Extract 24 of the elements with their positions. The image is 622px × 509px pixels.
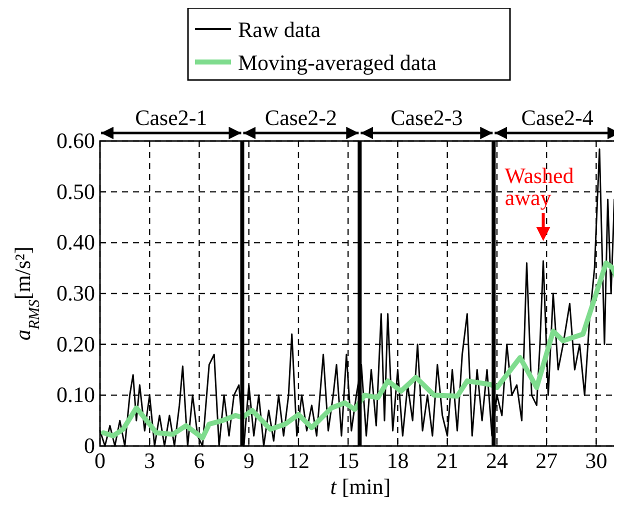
text: Case2-1 <box>135 105 208 130</box>
legend-label: Moving-averaged data <box>238 50 437 75</box>
x-tick-label: 9 <box>243 448 254 473</box>
y-tick-label: 0.40 <box>56 230 95 255</box>
y-tick-label: 0.60 <box>56 128 95 153</box>
x-tick-label: 12 <box>287 448 310 473</box>
x-tick-label: 30 <box>585 448 608 473</box>
y-tick-label: 0.50 <box>56 178 95 204</box>
y-tick-label: 0.10 <box>56 382 95 408</box>
y-tick-label: 0.30 <box>56 280 95 306</box>
text: Case2-2 <box>264 105 338 130</box>
x-tick-label: 3 <box>144 448 156 473</box>
x-tick-label: 27 <box>536 448 558 473</box>
x-tick-label: 18 <box>386 448 409 473</box>
text: Case2-4 <box>521 105 594 130</box>
text: Case2-3 <box>390 105 463 130</box>
x-tick-label: 21 <box>436 448 458 473</box>
x-tick-label: 24 <box>486 448 508 473</box>
x-tick-label: 15 <box>337 448 360 473</box>
y-tick-label: 0.20 <box>56 331 95 356</box>
legend-label: Raw data <box>238 17 321 42</box>
annotation: Washed away <box>504 162 574 210</box>
x-tick-label: 6 <box>194 448 205 473</box>
x-axis-title: t [min] <box>330 474 391 499</box>
